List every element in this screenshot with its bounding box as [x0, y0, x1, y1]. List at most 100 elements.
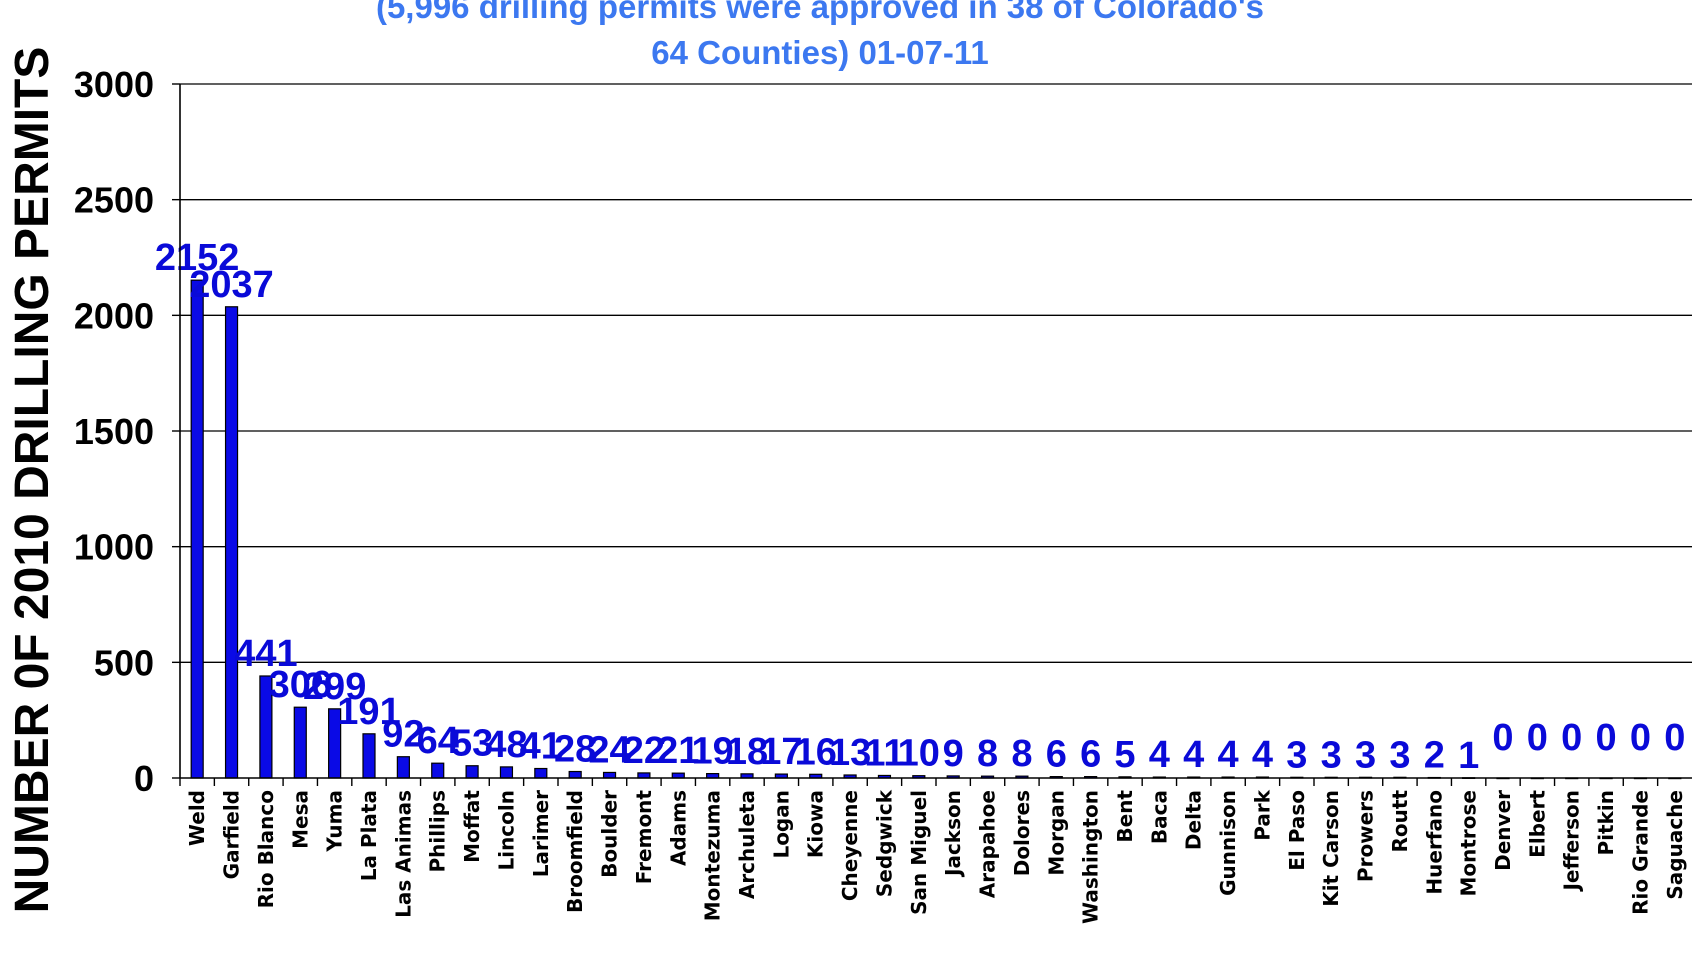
bar	[568, 770, 582, 779]
gridlines	[180, 83, 1692, 663]
data-label: 2037	[189, 264, 274, 306]
x-tick-label: Las Animas	[391, 790, 415, 918]
y-tick-label: 2000	[74, 295, 154, 336]
x-tick-label: El Paso	[1285, 790, 1309, 871]
data-labels: 2152203744130629919192645348412824222119…	[155, 237, 1685, 777]
bar	[293, 706, 307, 779]
data-label: 4	[1252, 734, 1273, 776]
x-tick-label: Archuleta	[735, 790, 759, 899]
x-tick-label: Jackson	[941, 790, 965, 878]
data-label: 6	[1080, 734, 1101, 776]
x-tick-label: Elbert	[1525, 790, 1549, 858]
x-tick-label: Denver	[1491, 790, 1515, 871]
y-tick-label: 3000	[74, 64, 154, 105]
data-label: 3	[1321, 734, 1342, 776]
x-tick-label: Larimer	[529, 790, 553, 877]
data-label: 0	[1630, 717, 1651, 759]
data-label: 4	[1149, 734, 1170, 776]
data-label: 6	[1046, 734, 1067, 776]
data-label: 2152	[155, 237, 240, 279]
data-label: 441	[234, 633, 297, 675]
x-tick-label: Weld	[185, 790, 209, 846]
data-label: 22	[623, 730, 665, 772]
x-tick-label: Mesa	[288, 790, 312, 849]
bar	[396, 756, 410, 779]
x-tick-label: Bent	[1113, 790, 1137, 843]
data-label: 299	[303, 666, 366, 708]
x-tick-label: Baca	[1147, 790, 1171, 844]
x-axis-ticks: Weld Garfield Rio Blanco Mesa Yuma La Plata La…	[179, 778, 1687, 924]
x-tick-label: Yuma	[323, 790, 347, 853]
x-tick-label: Jefferson	[1560, 790, 1584, 893]
x-tick-label: Garfield	[220, 790, 244, 879]
data-label: 4	[1183, 734, 1204, 776]
data-label: 0	[1561, 717, 1582, 759]
bar	[190, 279, 204, 779]
y-tick-label: 0	[134, 758, 154, 799]
x-tick-label: Rio Blanco	[254, 790, 278, 908]
data-label: 191	[337, 691, 400, 733]
data-label: 41	[520, 726, 562, 768]
x-tick-label: Rio Grande	[1628, 790, 1652, 915]
data-label: 53	[451, 723, 493, 765]
data-label: 19	[691, 731, 733, 773]
x-tick-label: Kit Carson	[1319, 790, 1343, 907]
x-tick-label: Saguache	[1663, 790, 1687, 900]
data-label: 21	[657, 730, 699, 772]
x-tick-label: Cheyenne	[838, 790, 862, 901]
data-label: 0	[1664, 717, 1685, 759]
x-tick-label: Montezuma	[701, 790, 725, 921]
x-tick-label: Park	[1250, 789, 1274, 840]
x-tick-label: Moffat	[460, 790, 484, 863]
x-tick-label: Broomfield	[563, 790, 587, 913]
data-label: 8	[1011, 733, 1032, 775]
x-tick-label: Montrose	[1457, 790, 1481, 897]
x-tick-label: Prowers	[1354, 790, 1378, 882]
x-tick-label: Routt	[1388, 790, 1412, 853]
data-label: 10	[898, 733, 940, 775]
data-label: 16	[795, 731, 837, 773]
bar	[465, 765, 479, 779]
data-label: 17	[760, 731, 802, 773]
x-tick-label: Pitkin	[1594, 790, 1618, 855]
data-label: 3	[1286, 734, 1307, 776]
data-label: 4	[1218, 734, 1239, 776]
data-label: 64	[417, 720, 459, 762]
x-tick-label: Logan	[769, 790, 793, 859]
x-tick-label: Morgan	[1044, 790, 1068, 876]
x-tick-label: Delta	[1182, 790, 1206, 850]
data-label: 48	[485, 724, 527, 766]
data-label: 0	[1492, 717, 1513, 759]
data-label: 8	[977, 733, 998, 775]
y-tick-label: 2500	[74, 180, 154, 221]
y-axis-label: NUMBER 0F 2010 DRILLING PERMITS	[6, 47, 59, 914]
data-label: 9	[943, 733, 964, 775]
x-tick-label: Phillips	[426, 790, 450, 873]
x-tick-label: Sedgwick	[872, 789, 896, 897]
data-label: 2	[1424, 735, 1445, 777]
data-label: 11	[864, 732, 904, 774]
bar	[499, 766, 514, 779]
x-tick-label: La Plata	[357, 790, 381, 881]
chart-title-line-2: 64 Counties) 01-07-11	[651, 34, 988, 71]
bar	[431, 762, 445, 779]
data-label: 92	[382, 714, 424, 756]
x-tick-label: Fremont	[632, 790, 656, 885]
chart-title-line-1: (5,996 drilling permits were approved in…	[376, 0, 1264, 25]
x-tick-label: Dolores	[1010, 790, 1034, 876]
data-label: 13	[829, 732, 871, 774]
data-label: 28	[554, 729, 596, 771]
y-axis-ticks: 0 500 1000 1500 2000 2500 3000	[74, 64, 180, 799]
data-label: 5	[1114, 734, 1135, 776]
x-tick-label: Gunnison	[1216, 790, 1240, 896]
data-label: 306	[269, 664, 332, 706]
bar	[534, 767, 548, 779]
x-tick-label: Lincoln	[494, 790, 518, 871]
x-tick-label: Arapahoe	[976, 790, 1000, 898]
x-tick-label: Kiowa	[804, 790, 828, 858]
x-tick-label: Huerfano	[1422, 790, 1446, 895]
data-label: 3	[1355, 734, 1376, 776]
y-tick-label: 1500	[74, 411, 154, 452]
bar	[224, 306, 239, 779]
